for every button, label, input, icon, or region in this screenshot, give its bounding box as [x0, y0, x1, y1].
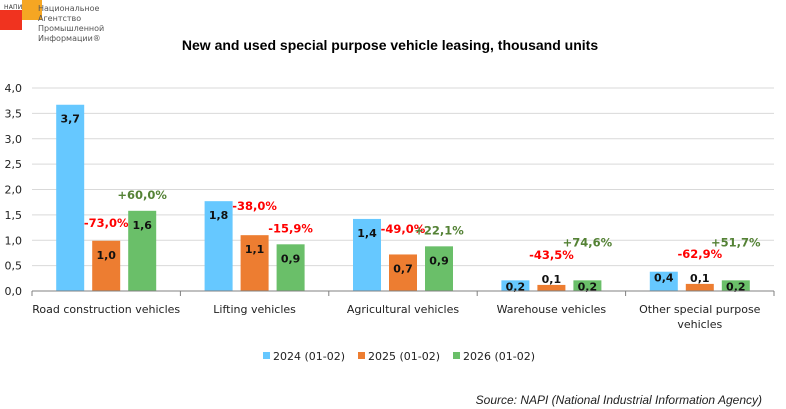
logo-line: Национальное [38, 4, 100, 13]
bar-3-cat-3 [425, 246, 453, 291]
y-tick-label: 4,0 [5, 82, 23, 95]
data-label: 0,1 [542, 273, 562, 286]
bar-1-cat-4 [501, 280, 530, 291]
legend-label: 2026 (01-02) [463, 350, 535, 363]
bar-2-cat-1 [92, 240, 121, 291]
y-tick-label: 2,0 [5, 184, 23, 197]
bar-2-cat-2 [240, 235, 269, 291]
change-annotation: -49,0% [381, 222, 426, 236]
legend-swatch [358, 352, 365, 359]
bar-3-cat-1 [128, 210, 157, 291]
change-annotation: +22,1% [414, 223, 464, 237]
data-label: 0,9 [429, 254, 449, 267]
bar-1-cat-2 [204, 201, 233, 291]
bar-2-cat-5 [685, 283, 714, 291]
data-label: 3,7 [60, 113, 80, 126]
y-tick-label: 1,5 [5, 209, 23, 222]
legend-swatch [453, 352, 460, 359]
legend-label: 2025 (01-02) [368, 350, 440, 363]
bar-1-cat-5 [649, 271, 678, 291]
category-labels: Road construction vehicles Lifting vehicl… [32, 303, 760, 331]
x-axis [31, 290, 775, 296]
bar-2-cat-3 [389, 254, 417, 291]
y-tick-label: 0,5 [5, 260, 23, 273]
data-label: 0,2 [506, 280, 526, 293]
change-annotation: -15,9% [268, 221, 313, 235]
logo-line: Информации® [38, 34, 101, 43]
change-annotation: -43,5% [529, 248, 574, 262]
data-label: 0,1 [690, 272, 710, 285]
bar-3-cat-2 [276, 244, 305, 291]
bar-3-cat-4 [573, 280, 602, 291]
y-tick-label: 3,5 [5, 107, 23, 120]
napi-logo: НАПИ Национальное Агентство Промышленной… [0, 0, 130, 43]
change-annotation: -73,0% [84, 216, 129, 230]
category-label: vehicles [677, 318, 722, 331]
bar-1-cat-1 [56, 104, 85, 291]
data-label: 0,2 [578, 280, 598, 293]
legend: 2024 (01-02) 2025 (01-02) 2026 (01-02) [263, 350, 535, 363]
source-note: Source: NAPI (National Industrial Inform… [476, 393, 762, 407]
bar-2-cat-4 [537, 284, 566, 291]
data-label: 1,1 [245, 243, 265, 256]
y-axis-ticks: 0,0 0,5 1,0 1,5 2,0 2,5 3,0 3,5 4,0 [5, 82, 23, 298]
data-label: 0,4 [654, 272, 674, 285]
category-label: Lifting vehicles [213, 303, 296, 316]
bars: 3,7 1,0 1,6-73,0% +60,0% 1,8 1,1 0,9 -38,0% -15,… [56, 104, 761, 293]
logo-red-square [0, 10, 22, 30]
data-label: 1,0 [96, 249, 116, 262]
logo-orange-square [22, 0, 42, 20]
change-annotation: -62,9% [677, 247, 722, 261]
category-label: Agricultural vehicles [347, 303, 459, 316]
bar-3-cat-5 [721, 280, 750, 291]
change-annotation: +60,0% [117, 188, 167, 202]
y-tick-label: 2,5 [5, 158, 23, 171]
logo-text: Национальное Агентство Промышленной Инфо… [38, 4, 104, 44]
logo-line: Агентство [38, 14, 82, 23]
bar-1-cat-3 [353, 218, 381, 291]
category-label: Road construction vehicles [32, 303, 180, 316]
y-tick-label: 0,0 [5, 285, 23, 298]
chart-title: New and used special purpose vehicle lea… [182, 37, 598, 53]
data-label: 1,6 [132, 219, 152, 232]
change-annotation: -38,0% [232, 199, 277, 213]
change-annotation: +74,6% [563, 235, 613, 249]
y-tick-label: 3,0 [5, 133, 23, 146]
data-label: 1,8 [209, 209, 229, 222]
change-annotation: +51,7% [711, 235, 761, 249]
category-label: Other special purpose [639, 303, 761, 316]
legend-label: 2024 (01-02) [273, 350, 345, 363]
data-label: 0,9 [281, 252, 301, 265]
y-tick-label: 1,0 [5, 234, 23, 247]
data-label: 0,2 [726, 280, 746, 293]
logo-line: Промышленной [38, 24, 105, 33]
data-label: 0,7 [393, 262, 413, 275]
legend-swatch [263, 352, 270, 359]
data-label: 1,4 [357, 227, 377, 240]
category-label: Warehouse vehicles [497, 303, 607, 316]
logo-abbreviation: НАПИ [4, 4, 23, 11]
